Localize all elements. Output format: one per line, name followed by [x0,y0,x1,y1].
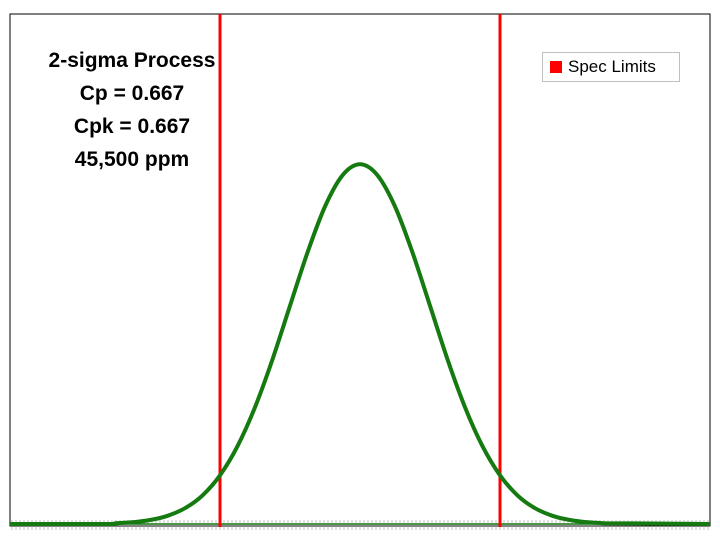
series-line-0 [10,162,711,526]
annotation-line-1: 2-sigma Process [48,49,216,72]
annotation-line-4: 45,500 ppm [74,148,190,171]
annotation-line-3: Cpk = 0.667 [73,115,191,138]
legend-label: Spec Limits [568,57,656,76]
process-annotation: 2-sigma Process Cp = 0.667 Cpk = 0.667 4… [18,44,246,176]
spec-limit-lines [218,14,502,527]
annotation-line-2: Cp = 0.667 [79,82,185,105]
legend: Spec Limits [542,52,680,82]
legend-swatch [550,61,562,73]
plot-area-border [9,13,711,527]
series-layer [10,162,711,526]
